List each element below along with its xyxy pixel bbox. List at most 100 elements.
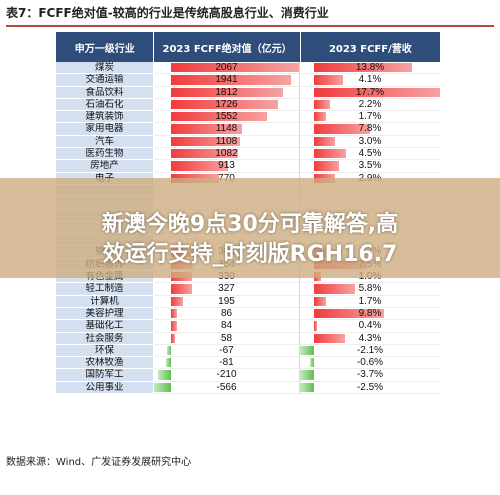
- ratio-bar: [314, 124, 370, 134]
- fcff-value: 1082: [215, 148, 238, 160]
- ratio-bar: [300, 370, 314, 380]
- industry-cell: 社会服务: [56, 332, 154, 345]
- fcff-bar: [171, 75, 292, 85]
- industry-cell: 石油石化: [56, 98, 154, 112]
- fcff-bar: [154, 382, 172, 393]
- fcff-cell: 1726: [154, 98, 300, 112]
- ratio-bar: [300, 382, 314, 393]
- fcff-value: 86: [220, 307, 233, 319]
- fcff-value: 84: [220, 320, 233, 332]
- fcff-value: 1941: [215, 74, 238, 86]
- table-row: 基础化工 84 0.4%: [56, 320, 440, 333]
- fcff-bar: [171, 87, 284, 97]
- fcff-bar: [167, 345, 172, 356]
- fcff-value: 1552: [215, 111, 238, 123]
- ratio-cell: 1.7%: [300, 111, 440, 124]
- fcff-cell: -566: [154, 381, 300, 395]
- table-row: 煤炭 2067 13.8%: [56, 62, 440, 75]
- industry-cell: 交通运输: [56, 74, 154, 87]
- industry-cell: 轻工制造: [56, 283, 154, 296]
- table-row: 计算机 195 1.7%: [56, 295, 440, 308]
- table-row: 石油石化 1726 2.2%: [56, 98, 440, 112]
- table-row: 轻工制造 327 5.8%: [56, 283, 440, 296]
- table-row: 房地产 913 3.5%: [56, 160, 440, 173]
- ratio-value: -2.5%: [356, 381, 384, 393]
- header-fcff: 2023 FCFF绝对值（亿元）: [154, 32, 301, 62]
- table-row: 公用事业 -566 -2.5%: [56, 381, 440, 395]
- fcff-bar: [171, 161, 228, 171]
- ratio-value: 3.0%: [358, 135, 382, 147]
- watermark-line-1: 新澳今晚9点30分可靠解答,高: [101, 212, 399, 237]
- ratio-value: -3.7%: [356, 369, 384, 381]
- table-row: 食品饮料 1812 17.7%: [56, 86, 440, 99]
- ratio-value: 0.4%: [358, 320, 382, 332]
- table-header: 申万一级行业 2023 FCFF绝对值（亿元） 2023 FCFF/营收: [56, 32, 440, 62]
- fcff-value: 913: [218, 160, 235, 172]
- fcff-value: -81: [219, 357, 234, 369]
- fcff-bar: [171, 112, 268, 122]
- fcff-bar: [171, 99, 278, 110]
- ratio-bar: [314, 87, 440, 97]
- ratio-bar: [300, 345, 314, 356]
- ratio-bar: [314, 333, 345, 343]
- fcff-cell: -210: [154, 369, 300, 382]
- ratio-value: 13.8%: [355, 62, 385, 73]
- table-row: 建筑装饰 1552 1.7%: [56, 111, 440, 124]
- fcff-bar: [171, 333, 175, 343]
- ratio-cell: 5.8%: [300, 283, 440, 296]
- ratio-cell: -2.1%: [300, 344, 440, 358]
- ratio-value: 5.8%: [358, 283, 382, 295]
- ratio-bar: [314, 321, 317, 331]
- ratio-cell: 7.8%: [300, 123, 440, 136]
- ratio-value: 4.5%: [358, 148, 382, 160]
- fcff-value: 327: [218, 283, 235, 295]
- header-industry: 申万一级行业: [56, 32, 155, 62]
- fcff-value: 195: [218, 295, 235, 307]
- ratio-value: 4.1%: [358, 74, 382, 86]
- fcff-cell: 1552: [154, 111, 300, 124]
- industry-cell: 家用电器: [56, 123, 154, 136]
- table-title: 表7：FCFF绝对值-较高的行业是传统高股息行业、消费行业: [6, 6, 329, 20]
- ratio-value: 7.8%: [358, 123, 382, 135]
- ratio-cell: 2.2%: [300, 98, 440, 112]
- ratio-cell: 0.4%: [300, 320, 440, 333]
- ratio-bar: [314, 308, 384, 319]
- ratio-bar: [314, 284, 356, 294]
- ratio-bar: [314, 296, 327, 306]
- fcff-bar: [171, 63, 299, 73]
- fcff-cell: 195: [154, 295, 300, 308]
- industry-cell: 食品饮料: [56, 86, 154, 99]
- ratio-value: -0.6%: [356, 357, 384, 369]
- fcff-value: 1148: [215, 123, 238, 135]
- fcff-bar: [171, 136, 240, 147]
- ratio-value: -2.1%: [356, 344, 384, 356]
- industry-cell: 计算机: [56, 295, 154, 308]
- industry-cell: 医药生物: [56, 148, 154, 161]
- fcff-cell: 327: [154, 283, 300, 296]
- industry-cell: 环保: [56, 344, 154, 358]
- fcff-bar: [171, 321, 177, 331]
- fcff-cell: 84: [154, 320, 300, 333]
- ratio-cell: 3.0%: [300, 135, 440, 149]
- ratio-cell: 1.7%: [300, 295, 440, 308]
- industry-cell: 煤炭: [56, 62, 154, 75]
- fcff-bar: [171, 308, 177, 319]
- fcff-bar: [166, 358, 172, 368]
- table-row: 环保 -67 -2.1%: [56, 344, 440, 358]
- ratio-value: 1.7%: [358, 111, 382, 123]
- industry-cell: 美容护理: [56, 307, 154, 321]
- ratio-cell: 13.8%: [300, 62, 440, 75]
- fcff-value: -210: [216, 369, 237, 381]
- industry-cell: 基础化工: [56, 320, 154, 333]
- fcff-value: 1108: [215, 135, 238, 147]
- fcff-bar: [171, 296, 184, 306]
- fcff-cell: 1082: [154, 148, 300, 161]
- fcff-cell: 2067: [154, 62, 300, 75]
- watermark-band: [0, 178, 500, 278]
- fcff-value: 58: [220, 332, 233, 344]
- watermark-text: 新澳今晚9点30分可靠解答,高 效运行支持_时刻版RGH16.7: [0, 210, 500, 270]
- ratio-value: 9.8%: [358, 307, 382, 319]
- table-row: 家用电器 1148 7.8%: [56, 123, 440, 136]
- ratio-bar: [314, 112, 327, 122]
- industry-cell: 国防军工: [56, 369, 154, 382]
